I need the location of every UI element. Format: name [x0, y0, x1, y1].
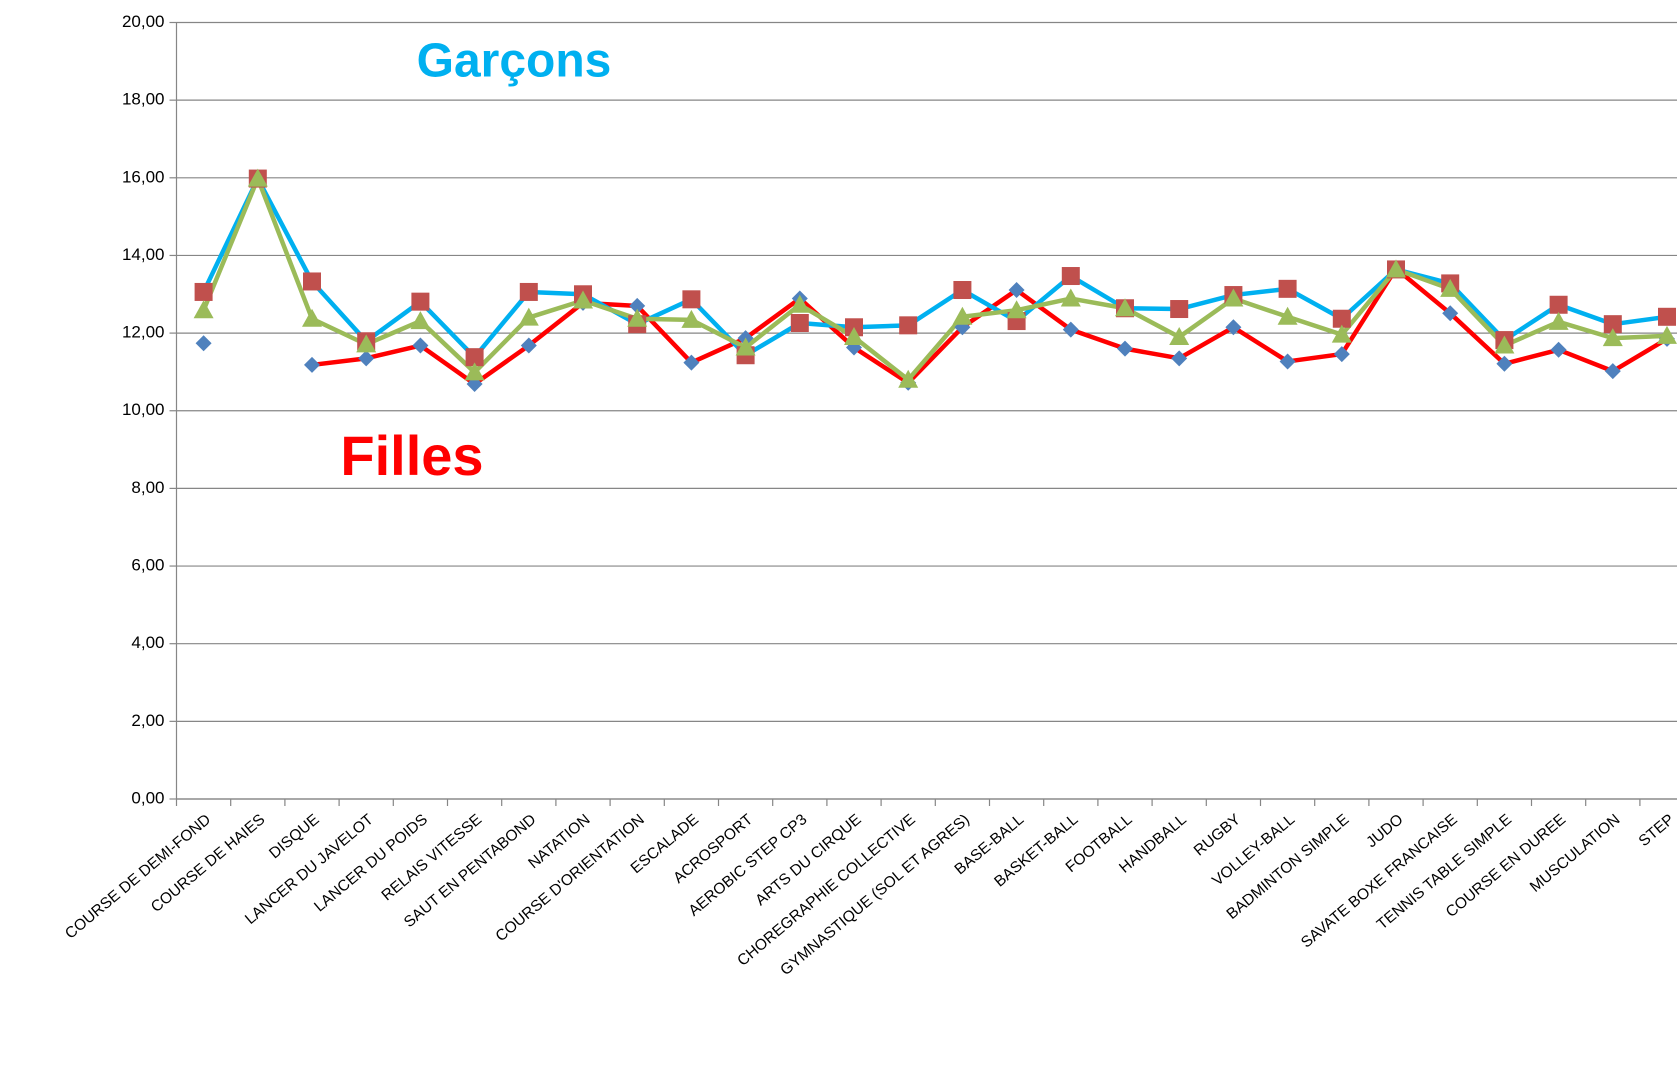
marker-triangle	[1440, 278, 1461, 297]
marker-square	[790, 314, 809, 333]
marker-square	[1332, 309, 1351, 328]
marker-square	[303, 272, 321, 291]
marker-diamond	[358, 350, 375, 367]
marker-square	[194, 282, 213, 301]
marker-triangle	[518, 307, 539, 326]
y-tick-label: 12,00	[122, 323, 165, 342]
marker-triangle	[952, 306, 973, 325]
marker-diamond	[683, 354, 700, 371]
marker-triangle	[1331, 324, 1352, 343]
marker-triangle	[1602, 328, 1623, 347]
x-tick-label: STEP	[1636, 811, 1677, 850]
marker-square	[1170, 300, 1189, 319]
marker-triangle	[1657, 325, 1677, 344]
marker-triangle	[247, 168, 268, 187]
y-tick-label: 14,00	[122, 245, 165, 264]
y-tick-label: 2,00	[131, 711, 164, 730]
marker-square	[519, 282, 538, 301]
marker-triangle	[627, 308, 648, 327]
marker-triangle	[410, 311, 431, 330]
marker-triangle	[1060, 288, 1081, 307]
marker-diamond	[1117, 340, 1133, 357]
marker-square	[1603, 315, 1622, 334]
marker-square	[1061, 267, 1080, 286]
marker-triangle	[898, 369, 919, 388]
series-line	[201, 176, 1668, 382]
x-tick-label: JUDO	[1363, 811, 1406, 851]
series-line	[311, 266, 1669, 387]
marker-triangle	[1277, 306, 1298, 325]
marker-triangle	[1006, 300, 1027, 319]
y-tick-label: 20,00	[122, 12, 165, 31]
y-tick-label: 16,00	[122, 167, 165, 186]
y-tick-label: 4,00	[131, 633, 164, 652]
marker-square	[411, 292, 430, 311]
marker-triangle	[1115, 298, 1135, 317]
marker-triangle	[844, 326, 864, 345]
marker-triangle	[1386, 259, 1406, 278]
annotation-garcons: Garçons	[417, 35, 612, 88]
y-tick-label: 10,00	[122, 400, 165, 419]
marker-diamond	[520, 337, 537, 354]
marker-triangle	[735, 337, 756, 356]
marker-diamond	[1550, 341, 1567, 358]
marker-diamond	[1442, 305, 1459, 322]
marker-diamond	[1604, 363, 1621, 380]
marker-diamond	[195, 335, 212, 352]
series-line	[201, 176, 1668, 360]
marker-diamond	[1062, 321, 1079, 338]
marker-triangle	[1548, 311, 1569, 330]
marker-diamond	[1496, 355, 1513, 372]
marker-triangle	[573, 290, 593, 309]
x-tick-label: MUSCULATION	[1527, 811, 1623, 896]
marker-triangle	[1494, 335, 1515, 354]
marker-triangle	[1223, 288, 1244, 307]
marker-diamond	[412, 337, 429, 354]
y-tick-label: 0,00	[131, 788, 164, 807]
marker-square	[953, 281, 972, 300]
annotation-filles: Filles	[340, 424, 483, 487]
marker-triangle	[464, 362, 485, 381]
y-tick-label: 18,00	[122, 90, 165, 109]
x-tick-label: RELAIS VITESSE	[379, 811, 486, 904]
marker-diamond	[1225, 319, 1242, 336]
marker-triangle	[1169, 326, 1190, 345]
marker-diamond	[1279, 353, 1296, 370]
marker-square	[1278, 279, 1297, 298]
y-tick-label: 6,00	[131, 556, 164, 575]
x-tick-label: RUGBY	[1191, 811, 1244, 859]
marker-triangle	[302, 308, 322, 327]
marker-diamond	[629, 297, 646, 314]
marker-diamond	[1333, 346, 1350, 363]
marker-square	[899, 316, 918, 335]
marker-triangle	[193, 300, 214, 319]
marker-square	[682, 290, 701, 309]
marker-diamond	[304, 356, 320, 373]
marker-triangle	[789, 294, 810, 313]
marker-diamond	[1008, 282, 1025, 299]
marker-square	[465, 348, 484, 367]
marker-triangle	[681, 309, 702, 328]
marker-triangle	[356, 334, 377, 353]
marker-diamond	[1171, 350, 1188, 367]
marker-square	[1549, 295, 1568, 314]
y-tick-label: 8,00	[131, 478, 164, 497]
marker-square	[1658, 307, 1676, 326]
